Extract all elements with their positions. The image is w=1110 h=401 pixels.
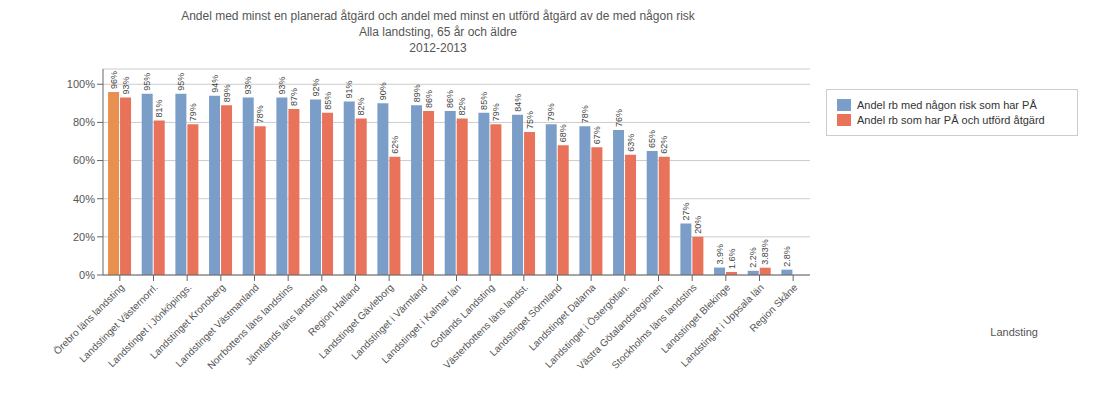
svg-text:Västerbottens läns landst.: Västerbottens läns landst.	[441, 281, 531, 371]
svg-text:Landstinget i Kalmar län: Landstinget i Kalmar län	[379, 281, 463, 365]
svg-text:78%: 78%	[580, 105, 590, 123]
svg-text:Norrbottens läns landstins: Norrbottens läns landstins	[205, 281, 295, 371]
svg-text:Landstinget i Östergötlan.: Landstinget i Östergötlan.	[542, 281, 632, 370]
svg-text:Landstinget Dalarna: Landstinget Dalarna	[526, 281, 598, 353]
svg-text:93%: 93%	[121, 76, 131, 94]
svg-text:0%: 0%	[79, 268, 95, 280]
svg-text:89%: 89%	[412, 84, 422, 102]
svg-text:Jämtlands läns landsting: Jämtlands läns landsting	[243, 281, 329, 367]
svg-text:81%: 81%	[154, 99, 164, 117]
svg-text:92%: 92%	[311, 78, 321, 96]
svg-text:Region Halland: Region Halland	[305, 281, 362, 338]
svg-text:Landstinget Blekinge: Landstinget Blekinge	[658, 281, 733, 355]
svg-text:Landstinget i Jönköpings.: Landstinget i Jönköpings.	[106, 281, 194, 369]
svg-text:2.8%: 2.8%	[782, 246, 792, 267]
svg-text:75%: 75%	[525, 110, 535, 128]
svg-text:62%: 62%	[659, 135, 669, 153]
svg-text:1.6%: 1.6%	[727, 248, 737, 269]
svg-text:40%: 40%	[73, 192, 95, 204]
svg-text:68%: 68%	[558, 124, 568, 142]
svg-text:91%: 91%	[344, 80, 354, 98]
svg-text:Landstinget Kronoberg: Landstinget Kronoberg	[147, 281, 228, 361]
svg-text:84%: 84%	[513, 93, 523, 111]
svg-text:20%: 20%	[693, 215, 703, 233]
svg-text:94%: 94%	[210, 74, 220, 92]
svg-text:93%: 93%	[277, 76, 287, 94]
svg-text:3.83%: 3.83%	[760, 239, 770, 265]
svg-text:Örebro läns landsting: Örebro läns landsting	[51, 281, 127, 357]
svg-text:Region Skåne: Region Skåne	[747, 281, 800, 334]
svg-text:89%: 89%	[222, 84, 232, 102]
svg-text:Stockholms läns landstins: Stockholms läns landstins	[609, 281, 699, 371]
svg-text:78%: 78%	[255, 105, 265, 123]
svg-text:93%: 93%	[243, 76, 253, 94]
svg-text:76%: 76%	[614, 109, 624, 127]
svg-text:82%: 82%	[356, 97, 366, 115]
svg-text:80%: 80%	[73, 116, 95, 128]
svg-text:Landstinget Västmanland: Landstinget Västmanland	[173, 281, 261, 369]
svg-text:2.2%: 2.2%	[748, 247, 758, 268]
svg-text:Landstinget Gävleborg: Landstinget Gävleborg	[316, 281, 396, 361]
svg-text:82%: 82%	[457, 97, 467, 115]
svg-text:60%: 60%	[73, 154, 95, 166]
html-text:Andel rb som har PÅ och utförd: Andel rb som har PÅ och utförd åtgärd	[857, 113, 1045, 126]
svg-text:79%: 79%	[491, 103, 501, 121]
svg-text:3.9%: 3.9%	[715, 244, 725, 265]
svg-text:Landstinget Sörmland: Landstinget Sörmland	[487, 281, 564, 358]
html-text:Landsting: Landsting	[990, 326, 1038, 338]
svg-text:27%: 27%	[681, 202, 691, 220]
html-text:Alla landsting, 65 år och äldr: Alla landsting, 65 år och äldre	[358, 25, 517, 40]
svg-text:86%: 86%	[424, 90, 434, 108]
svg-text:62%: 62%	[390, 135, 400, 153]
html-text:Andel rb med någon risk som ha: Andel rb med någon risk som har PÅ	[857, 98, 1037, 111]
svg-text:96%: 96%	[109, 70, 119, 88]
svg-text:Västra Götalandsregionen: Västra Götalandsregionen	[575, 281, 665, 372]
svg-text:Landstinget Västernorrl.: Landstinget Västernorrl.	[77, 281, 160, 365]
svg-text:Gotlands Landsting: Gotlands Landsting	[428, 281, 497, 350]
svg-text:Landstinget i Värmland: Landstinget i Värmland	[349, 281, 430, 362]
svg-text:95%: 95%	[176, 72, 186, 90]
svg-text:Landstinget i Uppsala län: Landstinget i Uppsala län	[678, 281, 766, 369]
html-text:2012-2013: 2012-2013	[409, 41, 467, 56]
svg-text:67%: 67%	[592, 126, 602, 144]
svg-text:86%: 86%	[445, 90, 455, 108]
svg-text:79%: 79%	[546, 103, 556, 121]
svg-text:85%: 85%	[479, 91, 489, 109]
svg-text:63%: 63%	[626, 133, 636, 151]
svg-text:87%: 87%	[289, 88, 299, 106]
svg-text:95%: 95%	[142, 72, 152, 90]
svg-text:90%: 90%	[378, 82, 388, 100]
html-text:Andel med minst en planerad åt: Andel med minst en planerad åtgärd och a…	[181, 9, 695, 23]
svg-text:79%: 79%	[188, 103, 198, 121]
svg-text:85%: 85%	[323, 91, 333, 109]
svg-text:100%: 100%	[67, 78, 95, 90]
svg-text:20%: 20%	[73, 230, 95, 242]
svg-text:65%: 65%	[647, 130, 657, 148]
